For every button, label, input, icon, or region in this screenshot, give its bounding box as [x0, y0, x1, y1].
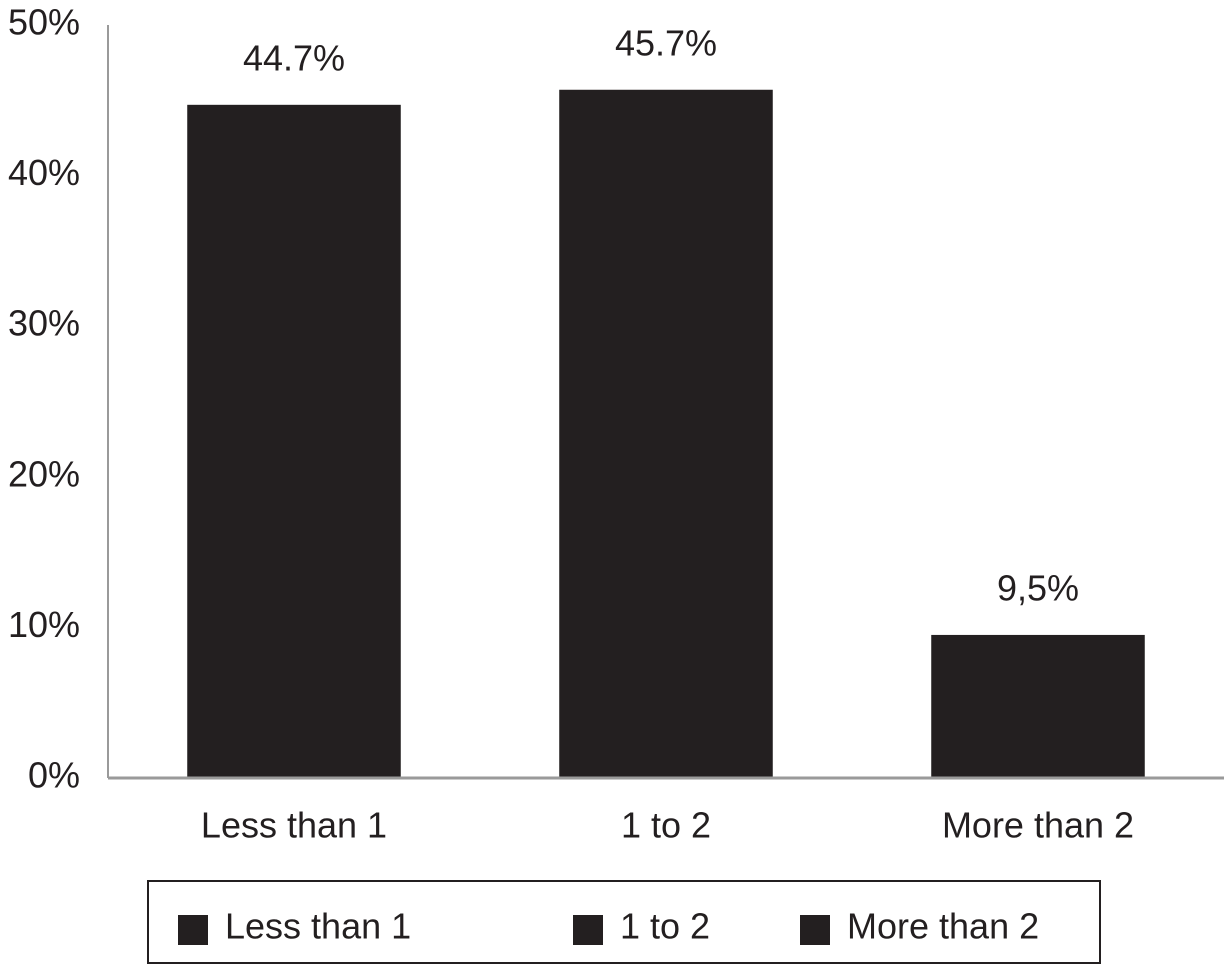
- legend-swatch: [573, 915, 603, 945]
- y-tick-label: 0%: [28, 755, 80, 796]
- legend-swatch: [800, 915, 830, 945]
- x-tick-label: Less than 1: [201, 805, 387, 846]
- value-label: 44.7%: [243, 37, 345, 78]
- bar: [187, 104, 401, 779]
- bar: [559, 89, 773, 779]
- legend-swatch: [178, 915, 208, 945]
- x-tick-label: More than 2: [942, 805, 1134, 846]
- y-tick-label: 30%: [8, 303, 80, 344]
- value-label: 45.7%: [615, 22, 717, 63]
- value-label: 9,5%: [997, 567, 1079, 608]
- y-tick-label: 50%: [8, 2, 80, 43]
- legend-label: More than 2: [847, 906, 1039, 947]
- bar: [931, 634, 1145, 778]
- legend-label: Less than 1: [225, 906, 411, 947]
- y-tick-label: 20%: [8, 453, 80, 494]
- legend-label: 1 to 2: [620, 906, 710, 947]
- y-tick-label: 10%: [8, 604, 80, 645]
- x-tick-label: 1 to 2: [621, 805, 711, 846]
- legend-box: [147, 880, 1101, 964]
- y-tick-label: 40%: [8, 152, 80, 193]
